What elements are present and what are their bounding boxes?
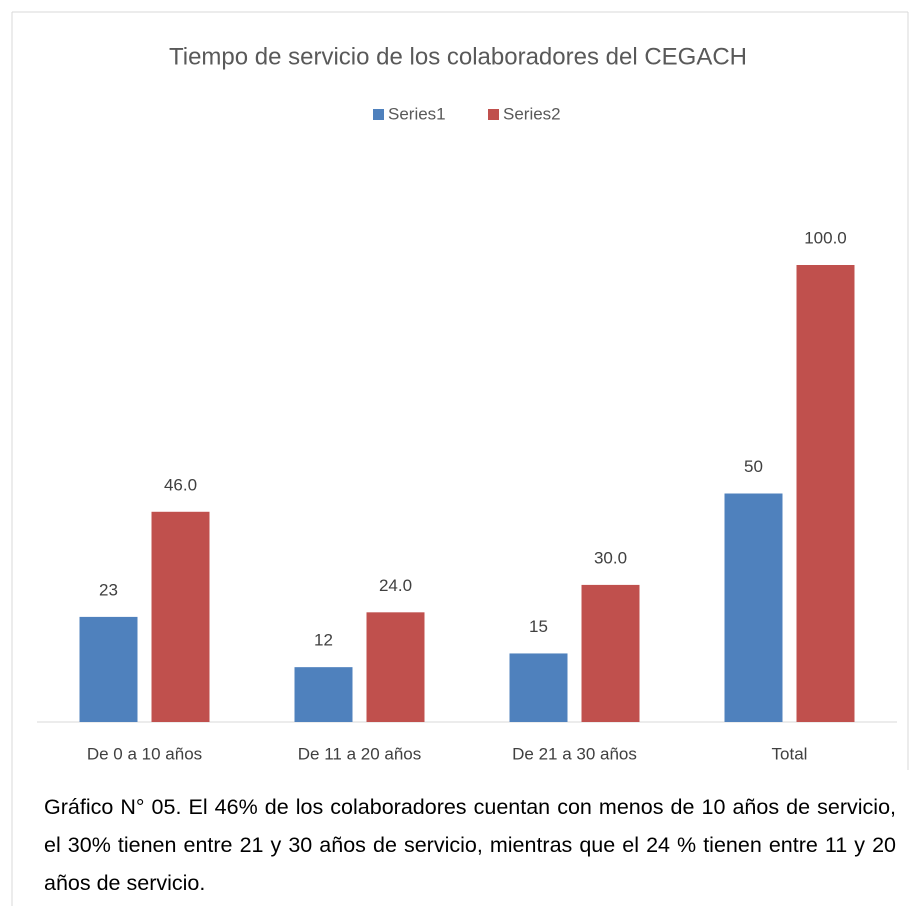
data-label: 12 <box>314 631 333 650</box>
bar <box>294 667 353 722</box>
bar <box>79 616 138 722</box>
caption: Gráfico N° 05. El 46% de los colaborador… <box>44 795 896 895</box>
bar <box>724 493 783 722</box>
x-tick-label: De 21 a 30 años <box>512 744 637 763</box>
legend-swatch <box>488 109 499 120</box>
data-label: 15 <box>529 617 548 636</box>
data-label: 100.0 <box>804 228 847 247</box>
chart-title: Tiempo de servicio de los colaboradores … <box>169 43 747 70</box>
legend-label: Series1 <box>388 104 446 123</box>
x-tick-label: Total <box>772 744 808 763</box>
bar <box>796 265 855 722</box>
bar <box>366 612 425 722</box>
x-tick-label: De 0 a 10 años <box>87 744 202 763</box>
bar <box>581 584 640 722</box>
x-tick-label: De 11 a 20 años <box>298 744 422 763</box>
bar <box>509 653 568 722</box>
data-label: 50 <box>744 457 763 476</box>
data-label: 46.0 <box>164 475 197 494</box>
data-label: 24.0 <box>379 576 412 595</box>
data-label: 30.0 <box>594 548 627 567</box>
legend-swatch <box>373 109 384 120</box>
legend-label: Series2 <box>503 104 561 123</box>
bar <box>151 511 210 722</box>
data-label: 23 <box>99 580 118 599</box>
